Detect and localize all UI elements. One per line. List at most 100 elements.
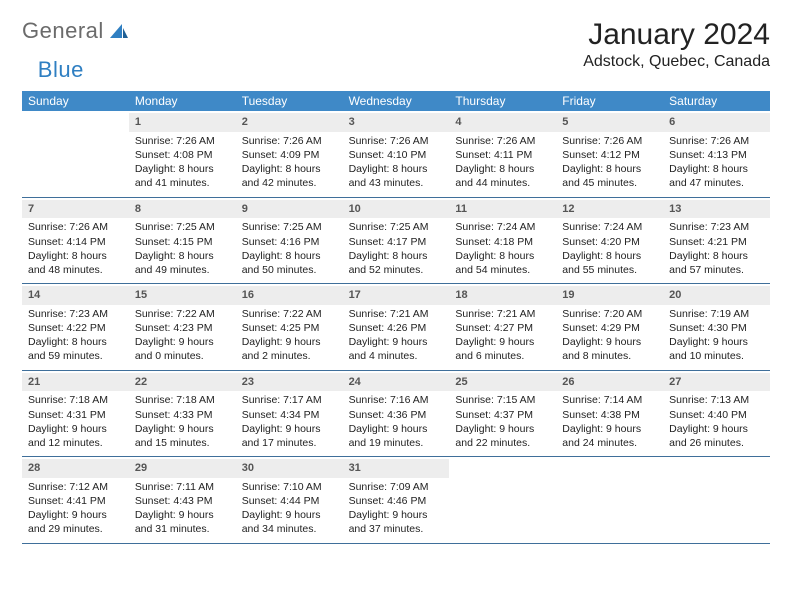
daylight-text: and 37 minutes. <box>349 522 444 536</box>
day-number: 7 <box>22 200 129 219</box>
day-number: 16 <box>236 286 343 305</box>
sunrise-text: Sunrise: 7:26 AM <box>669 134 764 148</box>
calendar-cell: 7Sunrise: 7:26 AMSunset: 4:14 PMDaylight… <box>22 198 129 284</box>
sunrise-text: Sunrise: 7:19 AM <box>669 307 764 321</box>
sunset-text: Sunset: 4:43 PM <box>135 494 230 508</box>
daylight-text: Daylight: 8 hours <box>455 162 550 176</box>
sunset-text: Sunset: 4:10 PM <box>349 148 444 162</box>
calendar-cell: 19Sunrise: 7:20 AMSunset: 4:29 PMDayligh… <box>556 284 663 370</box>
day-number <box>556 459 663 478</box>
calendar-cell: 11Sunrise: 7:24 AMSunset: 4:18 PMDayligh… <box>449 198 556 284</box>
daylight-text: Daylight: 9 hours <box>562 335 657 349</box>
day-number: 3 <box>343 113 450 132</box>
daylight-text: Daylight: 9 hours <box>349 508 444 522</box>
day-number: 20 <box>663 286 770 305</box>
day-number: 6 <box>663 113 770 132</box>
daylight-text: and 19 minutes. <box>349 436 444 450</box>
day-header: Tuesday <box>236 91 343 111</box>
sunset-text: Sunset: 4:21 PM <box>669 235 764 249</box>
daylight-text: Daylight: 8 hours <box>28 249 123 263</box>
calendar-cell-empty <box>663 457 770 543</box>
daylight-text: and 52 minutes. <box>349 263 444 277</box>
sunset-text: Sunset: 4:46 PM <box>349 494 444 508</box>
daylight-text: Daylight: 9 hours <box>242 422 337 436</box>
sunset-text: Sunset: 4:33 PM <box>135 408 230 422</box>
daylight-text: Daylight: 9 hours <box>135 335 230 349</box>
sunset-text: Sunset: 4:30 PM <box>669 321 764 335</box>
sunset-text: Sunset: 4:31 PM <box>28 408 123 422</box>
calendar-cell: 31Sunrise: 7:09 AMSunset: 4:46 PMDayligh… <box>343 457 450 543</box>
day-number: 18 <box>449 286 556 305</box>
sunset-text: Sunset: 4:11 PM <box>455 148 550 162</box>
sunrise-text: Sunrise: 7:18 AM <box>28 393 123 407</box>
sunrise-text: Sunrise: 7:26 AM <box>562 134 657 148</box>
day-number: 10 <box>343 200 450 219</box>
sunrise-text: Sunrise: 7:13 AM <box>669 393 764 407</box>
sunset-text: Sunset: 4:27 PM <box>455 321 550 335</box>
calendar-cell: 29Sunrise: 7:11 AMSunset: 4:43 PMDayligh… <box>129 457 236 543</box>
daylight-text: and 0 minutes. <box>135 349 230 363</box>
daylight-text: Daylight: 8 hours <box>455 249 550 263</box>
calendar-cell: 16Sunrise: 7:22 AMSunset: 4:25 PMDayligh… <box>236 284 343 370</box>
calendar-week: 28Sunrise: 7:12 AMSunset: 4:41 PMDayligh… <box>22 457 770 544</box>
calendar-cell: 28Sunrise: 7:12 AMSunset: 4:41 PMDayligh… <box>22 457 129 543</box>
day-number: 17 <box>343 286 450 305</box>
sunrise-text: Sunrise: 7:23 AM <box>669 220 764 234</box>
daylight-text: and 6 minutes. <box>455 349 550 363</box>
daylight-text: and 24 minutes. <box>562 436 657 450</box>
sunset-text: Sunset: 4:18 PM <box>455 235 550 249</box>
daylight-text: Daylight: 8 hours <box>135 162 230 176</box>
daylight-text: and 42 minutes. <box>242 176 337 190</box>
calendar-week: 21Sunrise: 7:18 AMSunset: 4:31 PMDayligh… <box>22 371 770 458</box>
day-number: 11 <box>449 200 556 219</box>
day-header: Sunday <box>22 91 129 111</box>
daylight-text: and 43 minutes. <box>349 176 444 190</box>
sunrise-text: Sunrise: 7:10 AM <box>242 480 337 494</box>
day-number <box>663 459 770 478</box>
sunset-text: Sunset: 4:08 PM <box>135 148 230 162</box>
daylight-text: and 49 minutes. <box>135 263 230 277</box>
daylight-text: Daylight: 8 hours <box>28 335 123 349</box>
sunrise-text: Sunrise: 7:25 AM <box>349 220 444 234</box>
daylight-text: Daylight: 9 hours <box>28 508 123 522</box>
daylight-text: Daylight: 8 hours <box>349 162 444 176</box>
daylight-text: Daylight: 8 hours <box>349 249 444 263</box>
calendar-cell: 10Sunrise: 7:25 AMSunset: 4:17 PMDayligh… <box>343 198 450 284</box>
logo-sail-icon <box>108 22 130 40</box>
location: Adstock, Quebec, Canada <box>583 53 770 71</box>
sunrise-text: Sunrise: 7:09 AM <box>349 480 444 494</box>
logo-word1: General <box>22 18 104 44</box>
sunset-text: Sunset: 4:23 PM <box>135 321 230 335</box>
day-number: 30 <box>236 459 343 478</box>
sunrise-text: Sunrise: 7:18 AM <box>135 393 230 407</box>
daylight-text: and 29 minutes. <box>28 522 123 536</box>
day-header: Monday <box>129 91 236 111</box>
daylight-text: Daylight: 9 hours <box>455 422 550 436</box>
sunrise-text: Sunrise: 7:26 AM <box>455 134 550 148</box>
logo-word2: Blue <box>38 57 84 83</box>
daylight-text: Daylight: 8 hours <box>562 162 657 176</box>
sunrise-text: Sunrise: 7:26 AM <box>135 134 230 148</box>
calendar-cell: 5Sunrise: 7:26 AMSunset: 4:12 PMDaylight… <box>556 111 663 197</box>
daylight-text: Daylight: 8 hours <box>135 249 230 263</box>
day-number: 21 <box>22 373 129 392</box>
daylight-text: and 57 minutes. <box>669 263 764 277</box>
sunset-text: Sunset: 4:36 PM <box>349 408 444 422</box>
day-number: 14 <box>22 286 129 305</box>
daylight-text: and 45 minutes. <box>562 176 657 190</box>
sunrise-text: Sunrise: 7:22 AM <box>242 307 337 321</box>
calendar-cell: 26Sunrise: 7:14 AMSunset: 4:38 PMDayligh… <box>556 371 663 457</box>
sunrise-text: Sunrise: 7:24 AM <box>455 220 550 234</box>
sunrise-text: Sunrise: 7:14 AM <box>562 393 657 407</box>
daylight-text: and 41 minutes. <box>135 176 230 190</box>
daylight-text: and 10 minutes. <box>669 349 764 363</box>
calendar-cell: 3Sunrise: 7:26 AMSunset: 4:10 PMDaylight… <box>343 111 450 197</box>
sunset-text: Sunset: 4:40 PM <box>669 408 764 422</box>
day-number: 13 <box>663 200 770 219</box>
daylight-text: Daylight: 9 hours <box>242 508 337 522</box>
sunset-text: Sunset: 4:25 PM <box>242 321 337 335</box>
day-number: 27 <box>663 373 770 392</box>
calendar-cell: 24Sunrise: 7:16 AMSunset: 4:36 PMDayligh… <box>343 371 450 457</box>
calendar-cell: 21Sunrise: 7:18 AMSunset: 4:31 PMDayligh… <box>22 371 129 457</box>
sunset-text: Sunset: 4:16 PM <box>242 235 337 249</box>
